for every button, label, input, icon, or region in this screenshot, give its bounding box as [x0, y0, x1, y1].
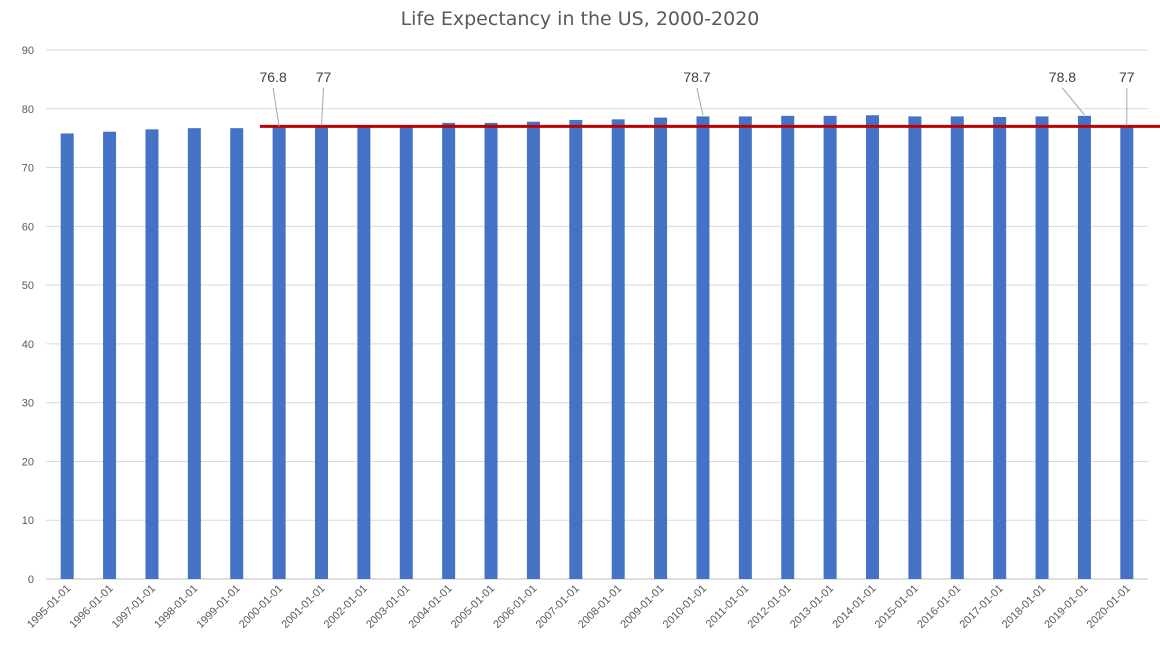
bar: [569, 119, 583, 579]
bar: [908, 116, 922, 580]
x-tick-label: 2020-01-01: [1085, 583, 1133, 631]
y-tick-label: 0: [28, 574, 34, 586]
bar: [526, 121, 540, 579]
bar: [950, 116, 964, 580]
bar: [1077, 115, 1091, 579]
x-tick-label: 2019-01-01: [1042, 583, 1090, 631]
y-tick-label: 10: [22, 515, 34, 527]
bar: [60, 133, 74, 579]
x-tick-label: 2013-01-01: [788, 583, 836, 631]
data-label: 78.7: [683, 69, 710, 85]
x-tick-label: 2004-01-01: [406, 583, 454, 631]
x-tick-label: 2014-01-01: [830, 583, 878, 631]
bar: [738, 116, 752, 580]
bar-layer: [60, 115, 1134, 580]
bar: [442, 122, 456, 579]
y-tick-label: 20: [22, 456, 34, 468]
x-tick-label: 2017-01-01: [957, 583, 1005, 631]
x-tick-label: 1995-01-01: [25, 583, 73, 631]
y-tick-label: 50: [22, 280, 34, 292]
bar: [1120, 126, 1134, 580]
bar: [145, 129, 159, 579]
data-label: 78.8: [1049, 69, 1076, 85]
bar: [484, 122, 498, 579]
chart-title: Life Expectancy in the US, 2000-2020: [400, 8, 760, 30]
x-tick-label: 2011-01-01: [704, 583, 752, 631]
x-tick-label: 2001-01-01: [279, 583, 327, 631]
bar: [823, 115, 837, 579]
bar: [866, 115, 879, 579]
data-label: 77: [316, 69, 332, 85]
bar: [187, 128, 201, 579]
x-tick-label: 2005-01-01: [449, 583, 497, 631]
bar: [399, 125, 413, 579]
y-tick-label: 30: [22, 398, 34, 410]
bar: [103, 131, 117, 579]
x-tick-label: 2000-01-01: [237, 583, 285, 631]
x-tick-label: 2016-01-01: [915, 583, 963, 631]
x-tick-label: 2010-01-01: [661, 583, 709, 631]
bar: [272, 127, 286, 579]
y-tick-label: 80: [22, 104, 34, 116]
y-tick-label: 70: [22, 163, 34, 175]
y-tick-label: 60: [22, 221, 34, 233]
grid-layer: [46, 49, 1148, 580]
x-tick-label: 2018-01-01: [1000, 583, 1048, 631]
x-tick-label: 1997-01-01: [110, 583, 158, 631]
bar: [781, 115, 795, 579]
y-tick-label: 90: [22, 45, 34, 57]
bar: [611, 119, 625, 579]
data-label: 77: [1119, 69, 1135, 85]
x-tick-label: 2012-01-01: [746, 583, 794, 631]
annotation-leader-line: [696, 87, 704, 116]
bar: [315, 126, 328, 580]
x-tick-label: 1999-01-01: [195, 583, 243, 631]
bar: [357, 126, 371, 580]
x-tick-label: 1998-01-01: [152, 583, 200, 631]
x-tick-label: 2015-01-01: [873, 583, 921, 631]
bar: [230, 128, 244, 579]
x-tick-label: 2007-01-01: [534, 583, 582, 631]
x-tick-label: 1996-01-01: [67, 583, 115, 631]
x-tick-label: 2008-01-01: [576, 583, 624, 631]
x-tick-label: 2006-01-01: [491, 583, 539, 631]
annotation-layer: 76.8 77 78.7 78.8 77: [259, 69, 1135, 127]
annotation-leader-line: [321, 87, 324, 126]
x-tick-label: 2009-01-01: [618, 583, 666, 631]
annotation-leader-line: [272, 87, 280, 127]
bar: [993, 117, 1007, 580]
y-tick-label: 40: [22, 339, 34, 351]
data-label: 76.8: [259, 69, 286, 85]
bar: [654, 117, 668, 579]
annotation-leader-line: [1062, 87, 1085, 116]
bar: [696, 116, 710, 580]
x-tick-label: 2003-01-01: [364, 583, 412, 631]
bar: [1035, 116, 1049, 580]
x-tick-label: 2002-01-01: [322, 583, 370, 631]
